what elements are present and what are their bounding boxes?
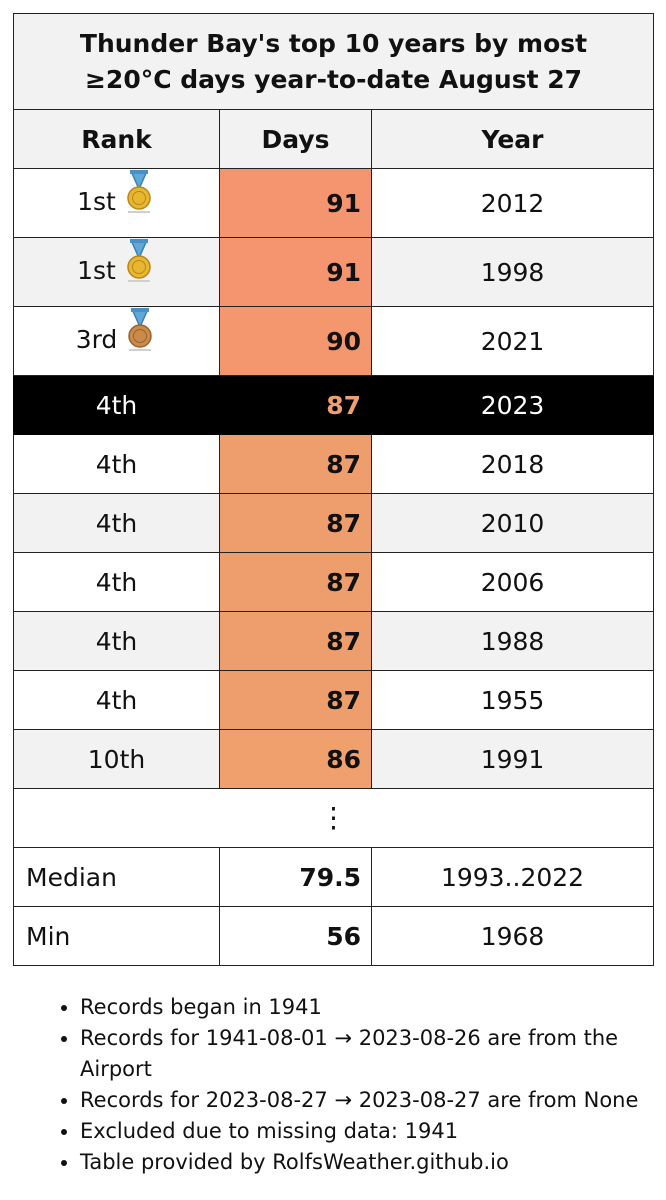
days-cell: 87 xyxy=(219,552,372,612)
median-days: 79.5 xyxy=(219,847,372,907)
notes-list: Records began in 1941Records for 1941-08… xyxy=(44,992,666,1178)
rank-cell: 1st xyxy=(13,237,220,307)
min-days: 56 xyxy=(219,906,372,966)
year-cell: 2012 xyxy=(370,168,655,238)
days-cell: 91 xyxy=(219,237,372,307)
days-cell: 86 xyxy=(219,729,372,789)
table-row: 4th 87 2006 xyxy=(13,552,655,612)
year-cell: 2010 xyxy=(370,493,655,553)
table-row: 4th 87 2010 xyxy=(13,493,655,553)
median-row: Median 79.5 1993..2022 xyxy=(13,847,655,907)
note-item: Records for 1941-08-01 → 2023-08-26 are … xyxy=(80,1023,666,1085)
table-row: 10th 86 1991 xyxy=(13,729,655,789)
rank-cell: 1st xyxy=(13,168,220,238)
days-cell: 87 xyxy=(219,493,372,553)
rank-cell: 4th xyxy=(13,552,220,612)
ranking-table: Thunder Bay's top 10 years by most ≥20°C… xyxy=(12,13,655,966)
year-cell: 1988 xyxy=(370,611,655,671)
year-cell: 1955 xyxy=(370,670,655,730)
table-row: 4th 87 1988 xyxy=(13,611,655,671)
note-item: Records began in 1941 xyxy=(80,992,666,1023)
note-item: Records for 2023-08-27 → 2023-08-27 are … xyxy=(80,1085,666,1116)
days-cell: 90 xyxy=(219,306,372,376)
year-cell: 2023 xyxy=(370,375,655,435)
ranking-body: 1st 91 2012 1st 91 1998 3rd 90 2021 4th 87 2023 4th 8… xyxy=(13,168,655,789)
table-row: 4th 87 2018 xyxy=(13,434,655,494)
rank-label: 4th xyxy=(95,567,138,597)
header-row: Rank Days Year xyxy=(13,109,655,169)
rank-cell: 4th xyxy=(13,670,220,730)
table-row: 3rd 90 2021 xyxy=(13,306,655,376)
days-cell: 87 xyxy=(219,375,372,435)
table-row: 1st 91 2012 xyxy=(13,168,655,238)
rank-label: 4th xyxy=(95,626,138,656)
year-cell: 1991 xyxy=(370,729,655,789)
gold-medal-icon xyxy=(122,169,156,221)
rank-cell: 4th xyxy=(13,375,220,435)
rank-label: 3rd xyxy=(75,325,118,354)
rank-label: 1st xyxy=(77,256,116,285)
rank-label: 4th xyxy=(95,508,138,538)
note-item: Table provided by RolfsWeather.github.io xyxy=(80,1147,666,1178)
rank-label: 4th xyxy=(95,449,138,479)
days-cell: 87 xyxy=(219,670,372,730)
table-row: 4th 87 2023 xyxy=(13,375,655,435)
rank-cell: 10th xyxy=(13,729,220,789)
days-cell: 87 xyxy=(219,434,372,494)
year-cell: 2018 xyxy=(370,434,655,494)
table-title: Thunder Bay's top 10 years by most ≥20°C… xyxy=(79,28,588,94)
median-years: 1993..2022 xyxy=(370,847,655,907)
min-row: Min 56 1968 xyxy=(13,906,655,966)
rank-label: 4th xyxy=(95,685,138,715)
year-cell: 2006 xyxy=(370,552,655,612)
rank-label: 1st xyxy=(77,187,116,216)
gold-medal-icon xyxy=(122,238,156,290)
table-title-cell: Thunder Bay's top 10 years by most ≥20°C… xyxy=(12,13,655,110)
header-year: Year xyxy=(370,109,655,169)
rank-cell: 4th xyxy=(13,611,220,671)
ellipsis-row: ⋮ xyxy=(12,788,655,848)
year-cell: 2021 xyxy=(370,306,655,376)
header-rank: Rank xyxy=(13,109,220,169)
min-year: 1968 xyxy=(370,906,655,966)
ellipsis: ⋮ xyxy=(12,788,655,848)
days-cell: 87 xyxy=(219,611,372,671)
rank-cell: 3rd xyxy=(13,306,220,376)
header-days: Days xyxy=(219,109,372,169)
bronze-medal-icon xyxy=(123,307,157,359)
rank-cell: 4th xyxy=(13,493,220,553)
min-label: Min xyxy=(13,906,220,966)
rank-label: 10th xyxy=(87,744,146,774)
table-row: 4th 87 1955 xyxy=(13,670,655,730)
table-row: 1st 91 1998 xyxy=(13,237,655,307)
note-item: Excluded due to missing data: 1941 xyxy=(80,1116,666,1147)
rank-label: 4th xyxy=(95,390,138,420)
rank-cell: 4th xyxy=(13,434,220,494)
year-cell: 1998 xyxy=(370,237,655,307)
median-label: Median xyxy=(13,847,220,907)
days-cell: 91 xyxy=(219,168,372,238)
